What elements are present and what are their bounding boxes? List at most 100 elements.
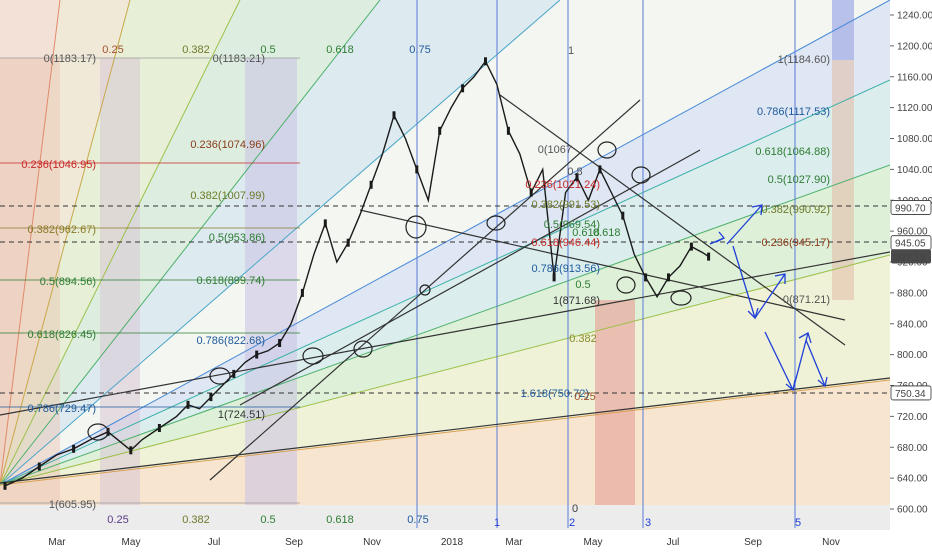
fib-mid-label: 0.618(899.74): [197, 275, 266, 287]
pivot-ellipses: [87, 141, 692, 441]
fan-label: 0.618: [572, 227, 600, 239]
candle: [157, 424, 161, 432]
x-tick-label: 2018: [441, 537, 464, 548]
y-tick-label: 1160.00: [897, 72, 932, 83]
y-tick-label: 1240.00: [897, 11, 932, 22]
price-tag-label: 990.70: [895, 203, 926, 214]
fib-right-label: 1(871.68): [553, 295, 600, 307]
y-tick-label: 1200.00: [897, 41, 932, 52]
fib-left-label: 0(1183.17): [44, 53, 96, 65]
fan-line-8: [0, 164, 891, 486]
candle: [415, 165, 419, 174]
fib-level-lines: [0, 57, 300, 504]
fan-label: 0: [572, 503, 578, 515]
fib-right-label: 0.236(1021.24): [525, 179, 600, 191]
y-tick-label: 880.00: [897, 288, 928, 299]
dashed-price-lines: [0, 205, 890, 394]
candle: [461, 84, 465, 93]
x-tick-label: Nov: [822, 537, 840, 548]
fan-label: 0.382: [569, 333, 597, 345]
wave-count-labels: 1 2 3 5: [494, 517, 801, 529]
fib-mid-label: 0.236(1074.96): [190, 139, 265, 151]
arrow-head: [817, 376, 828, 388]
pivot-ellipse: [486, 215, 506, 231]
candle: [129, 446, 133, 455]
fib-right-label: 0(1067: [538, 144, 572, 156]
pivot-ellipse: [670, 290, 692, 306]
candle: [438, 126, 442, 135]
fan-label: 1: [568, 45, 574, 57]
trend-line-mid: [0, 251, 891, 416]
projection-arrow: [764, 331, 794, 391]
arrow-head: [798, 332, 812, 344]
fib-mid-label: 0.786(822.68): [197, 335, 266, 347]
fan-label: 0: [572, 503, 578, 515]
projection-arrow: [726, 204, 763, 245]
pivot-ellipse: [302, 347, 324, 365]
y-tick-label: 600.00: [897, 505, 928, 516]
candle: [621, 211, 625, 220]
fib-right-label: 0.5(969.54): [544, 219, 600, 231]
projection-arrow: [754, 273, 786, 319]
pivot-ellipse: [87, 423, 109, 441]
candle: [575, 173, 579, 182]
price-tag-box: [890, 200, 932, 215]
candle: [232, 369, 236, 378]
fib-retracement-right-labels: 0(1067 0.236(1021.24) 0.382(991.53) 0.5(…: [525, 144, 600, 307]
candle: [346, 238, 350, 247]
fib-left-label: 0.5(894.56): [40, 276, 96, 288]
fib-left-label: 0.236(1046.95): [21, 159, 96, 171]
price-axis[interactable]: 600.00640.00680.00720.00760.00800.00840.…: [890, 0, 932, 550]
wave-label: 5: [795, 517, 801, 529]
trend-lines: [0, 94, 891, 484]
fan-label: 0.618: [593, 227, 621, 239]
arrow-head: [751, 204, 763, 216]
time-band-purple: [100, 58, 140, 528]
fib-time-bottom-label: 0.5: [260, 514, 275, 526]
price-line: [4, 59, 709, 487]
wave-label: 2: [569, 517, 575, 529]
candle: [644, 273, 648, 282]
fib-left-label: 1(605.95): [49, 499, 96, 511]
fib-ext-label: 0.382(990.92): [762, 204, 831, 216]
x-tick-label: May: [122, 537, 141, 548]
candle: [72, 444, 76, 453]
x-tick-label: Jul: [667, 537, 680, 548]
y-tick-label: 1120.00: [897, 103, 932, 114]
candle: [484, 57, 487, 66]
pivot-ellipse: [353, 340, 373, 358]
candle: [552, 273, 556, 282]
price-tag-label: 750.34: [895, 389, 926, 400]
fib-left-label: 0.618(826.45): [28, 329, 97, 341]
candle: [300, 288, 304, 297]
pivot-ellipse: [616, 276, 636, 294]
fan-line-10: [0, 379, 891, 486]
trend-line-desc-1: [359, 209, 846, 321]
candle: [3, 481, 7, 490]
y-tick-label: 840.00: [897, 319, 928, 330]
projection-arrows: [709, 204, 828, 392]
arrow-head: [715, 231, 726, 243]
bottom-strip: [0, 505, 890, 530]
fib-retracement-left-labels: 0(1183.17) 0.236(1046.95) 0.382(962.67) …: [21, 53, 96, 511]
candle: [689, 242, 693, 251]
x-tick-label: May: [584, 537, 603, 548]
fib-time-bottom-label: 0.25: [107, 514, 128, 526]
time-band-violet: [245, 58, 297, 528]
projection-arrow: [732, 245, 756, 319]
time-axis-bg: [0, 530, 932, 550]
x-tick-label: Sep: [285, 537, 303, 548]
fib-retracement-mid-labels: 0(1183.21) 0.236(1074.96) 0.382(1007.99)…: [190, 53, 265, 421]
time-axis[interactable]: Mar May Jul Sep Nov 2018 Mar May Jul Sep Nov: [0, 530, 932, 550]
fan-label: 0.8: [567, 166, 582, 178]
fib-mid-label: 0(1183.21): [213, 53, 265, 65]
time-band-top-blue: [832, 0, 854, 60]
fib-ext-label: 0.236(945.17): [762, 237, 831, 249]
fib-mid-label: 1(724.51): [218, 409, 265, 421]
price-tags: 990.70 945.05 927.19 750.34: [890, 200, 932, 401]
trend-line-desc-2: [499, 94, 846, 346]
fan-band-orange: [0, 380, 890, 530]
wave-label: 3: [645, 517, 651, 529]
price-axis-bg: [890, 0, 932, 550]
